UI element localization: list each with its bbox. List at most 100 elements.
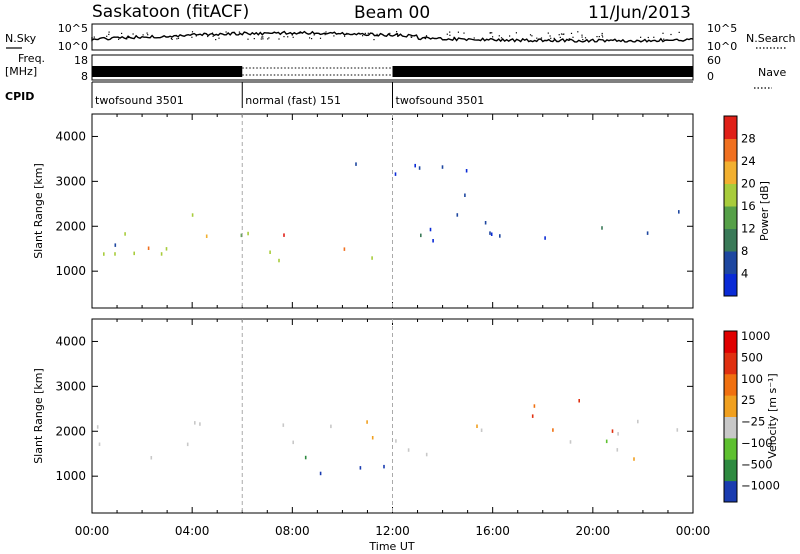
colorbar-tick-label: 12: [741, 222, 756, 236]
power-axes: 1000 2000 3000 4000: [55, 114, 693, 308]
colorbar-frame: [723, 330, 738, 503]
nsearch-point: [558, 34, 560, 36]
nsearch-point: [207, 35, 209, 38]
power-cell: [205, 234, 208, 238]
station-title: Saskatoon (fitACF): [92, 2, 249, 22]
x-tick-label: 12:00: [375, 524, 410, 538]
colorbar-tick-label: 4: [741, 267, 748, 281]
x-tick-label: 16:00: [475, 524, 510, 538]
nsearch-point: [346, 32, 348, 34]
nsearch-point: [175, 34, 177, 37]
power-cell: [456, 213, 459, 217]
nsearch-point: [425, 35, 428, 37]
power-cell: [441, 165, 444, 169]
nsearch-point: [536, 37, 538, 39]
nsearch-point: [498, 35, 500, 37]
colorbar-tick-label: −1000: [741, 479, 780, 493]
x-tick-label: 00:00: [75, 524, 110, 538]
velocity-cell: [425, 452, 428, 457]
power-cell: [394, 172, 397, 176]
nsearch-point: [425, 38, 427, 40]
velocity-cell: [407, 448, 410, 452]
x-tick-label: 08:00: [275, 524, 310, 538]
cpid-segment-label: twofsound 3501: [396, 94, 485, 107]
nsearch-point: [396, 31, 398, 33]
nsearch-point: [601, 34, 603, 36]
nsearch-point: [299, 32, 301, 34]
power-cell: [103, 252, 105, 256]
nsearch-point: [584, 37, 587, 39]
nsearch-point: [562, 33, 564, 35]
freq-unit-label: [MHz]: [5, 65, 37, 78]
nsearch-point: [283, 36, 285, 38]
nsearch-point: [261, 36, 263, 38]
colorbar-swatch: [724, 251, 737, 274]
power-cell: [490, 232, 493, 236]
velocity-cell: [617, 432, 619, 436]
power-cell: [464, 193, 466, 197]
y-tick-label: 3000: [55, 174, 86, 188]
velocity-cell: [552, 428, 554, 432]
nsearch-point: [291, 34, 293, 36]
velocity-cell: [150, 456, 153, 460]
nsearch-point: [529, 34, 532, 36]
x-tick-label: 00:00: [676, 524, 711, 538]
velocity-cell: [330, 424, 332, 429]
velocity-cell: [533, 404, 536, 408]
nsearch-point: [191, 31, 194, 33]
nsearch-point: [376, 33, 378, 35]
nsearch-point: [132, 33, 134, 35]
nsearch-point: [581, 36, 583, 38]
colorbar-swatch: [724, 480, 737, 503]
cpid-segments: twofsound 3501 normal (fast) 151 twofsound…: [91, 81, 693, 108]
colorbar-swatch: [724, 395, 737, 417]
power-cell: [124, 232, 126, 236]
nsearch-point: [500, 37, 503, 39]
nsearch-point: [531, 35, 533, 37]
colorbar-swatch: [724, 416, 737, 439]
noise-tick-bottom: 10^0: [58, 40, 88, 53]
freq-tick-top: 18: [74, 54, 88, 67]
power-cell: [432, 239, 434, 243]
velocity-cell: [194, 421, 196, 425]
nsearch-point: [602, 36, 604, 38]
nsearch-point: [489, 32, 491, 34]
power-cell: [114, 252, 116, 256]
velocity-colorbar-label: Velocity [m s⁻¹]: [766, 373, 779, 458]
nsearch-point: [596, 36, 598, 38]
nsearch-point: [278, 38, 280, 40]
noise-trace: [91, 30, 694, 43]
freq-trace: [92, 66, 693, 77]
nsearch-label: N.Search: [746, 32, 796, 45]
nsearch-point: [515, 32, 517, 34]
colorbar-swatch: [724, 138, 737, 162]
power-cell: [278, 258, 280, 263]
nsearch-point: [324, 34, 326, 36]
colorbar-swatch: [724, 437, 737, 460]
velocity-cell: [304, 455, 307, 460]
power-cell: [343, 247, 346, 251]
power-colorbar: 4 8 12 16 20 24 28: [723, 115, 756, 297]
nsearch-point: [358, 32, 361, 34]
y-tick-label: 4000: [55, 334, 86, 348]
nsearch-point: [118, 38, 120, 40]
power-cell: [133, 251, 135, 256]
nsearch-point: [509, 35, 511, 37]
colorbar-tick-label: 25: [741, 393, 756, 407]
power-cell: [489, 231, 491, 235]
nsearch-point: [410, 36, 412, 38]
nsearch-point: [463, 32, 465, 34]
nsearch-point: [424, 37, 426, 39]
cpid-segment-label: normal (fast) 151: [245, 94, 341, 107]
nsky-label: N.Sky: [5, 32, 37, 45]
velocity-cell: [578, 399, 580, 403]
velocity-cell: [480, 428, 483, 432]
y-tick-label: 4000: [55, 129, 86, 143]
nsearch-point: [126, 38, 128, 40]
nsearch-point: [268, 37, 270, 39]
power-cell: [429, 227, 432, 232]
colorbar-frame: [723, 115, 738, 297]
nsearch-point: [287, 36, 289, 38]
nsearch-point: [318, 32, 320, 35]
nsearch-point: [311, 38, 313, 40]
